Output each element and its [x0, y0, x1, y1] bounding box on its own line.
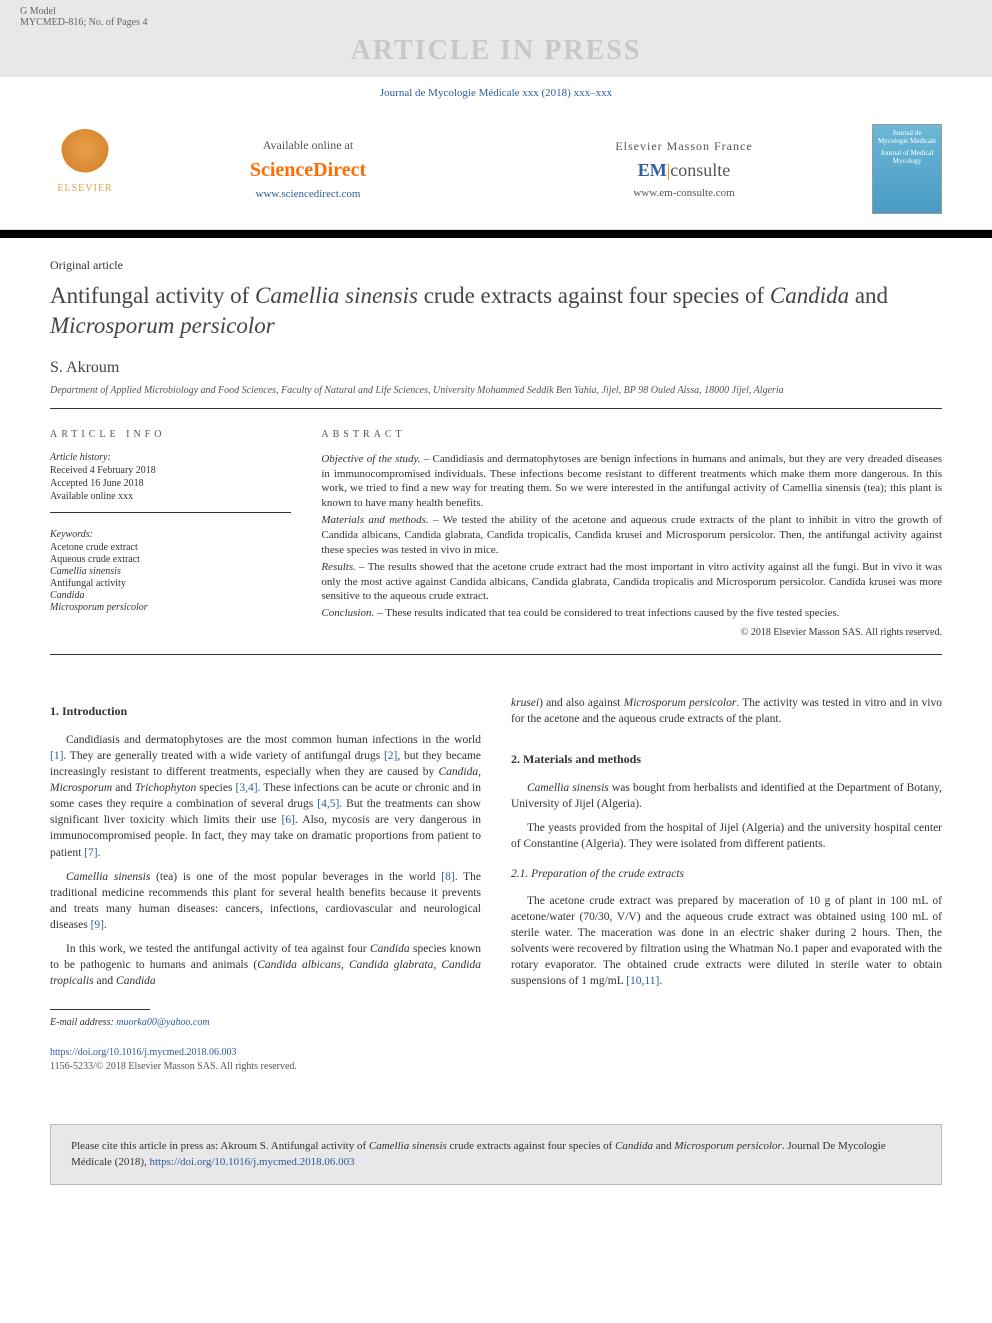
email-address[interactable]: muorka00@yahoo.com: [116, 1017, 209, 1028]
footnote-separator: [50, 1009, 150, 1010]
meta-abstract-row: ARTICLE INFO Article history: Received 4…: [50, 413, 942, 655]
available-online-label: Available online at: [120, 138, 496, 153]
elsevier-logo: ELSEVIER: [50, 129, 120, 209]
history-label: Article history:: [50, 452, 291, 463]
prep-heading: 2.1. Preparation of the crude extracts: [511, 866, 942, 882]
journal-cover-thumbnail: Journal de Mycologie Médicale Journal of…: [872, 124, 942, 214]
received-date: Received 4 February 2018: [50, 465, 291, 476]
mm-para-2: The yeasts provided from the hospital of…: [511, 820, 942, 852]
elsevier-text: ELSEVIER: [50, 183, 120, 194]
intro-heading: 1. Introduction: [50, 703, 481, 720]
citation-box: Please cite this article in press as: Ak…: [50, 1124, 942, 1185]
prep-para-1: The acetone crude extract was prepared b…: [511, 893, 942, 990]
abstract-objective: Objective of the study. – Candidiasis an…: [321, 452, 942, 511]
col2-continuation: krusei) and also against Microsporum per…: [511, 695, 942, 727]
keyword: Candida: [50, 590, 291, 601]
article-content: Original article Antifungal activity of …: [0, 238, 992, 1094]
materials-methods-heading: 2. Materials and methods: [511, 751, 942, 768]
intro-para-2: Camellia sinensis (tea) is one of the mo…: [50, 869, 481, 933]
emconsulte-url[interactable]: www.em-consulte.com: [496, 187, 872, 199]
intro-para-1: Candidiasis and dermatophytoses are the …: [50, 732, 481, 861]
abstract-copyright: © 2018 Elsevier Masson SAS. All rights r…: [321, 627, 942, 638]
doi-block: https://doi.org/10.1016/j.mycmed.2018.06…: [50, 1046, 481, 1074]
keyword: Microsporum persicolor: [50, 602, 291, 613]
body-columns: 1. Introduction Candidiasis and dermatop…: [50, 695, 942, 1074]
right-column: krusei) and also against Microsporum per…: [511, 695, 942, 1074]
emconsulte-logo: EM|consulte: [496, 160, 872, 181]
author-name: S. Akroum: [50, 359, 942, 377]
sciencedirect-logo: ScienceDirect: [120, 159, 496, 182]
gmodel-bar: G Model MYCMED-816; No. of Pages 4: [0, 0, 992, 31]
consulte-text: consulte: [670, 160, 730, 180]
keyword: Aqueous crude extract: [50, 554, 291, 565]
available-date: Available online xxx: [50, 491, 291, 502]
cover-subtitle: Journal of Medical Mycology: [877, 149, 937, 165]
emconsulte-block: Elsevier Masson France EM|consulte www.e…: [496, 139, 872, 199]
abstract-header: ABSTRACT: [321, 429, 942, 440]
black-divider: [0, 230, 992, 238]
issn-line: 1156-5233/© 2018 Elsevier Masson SAS. Al…: [50, 1060, 481, 1074]
elsevier-tree-icon: [60, 129, 110, 179]
em-text: EM: [638, 160, 667, 180]
sciencedirect-url[interactable]: www.sciencedirect.com: [120, 188, 496, 200]
email-label: E-mail address:: [50, 1017, 116, 1028]
keyword: Camellia sinensis: [50, 566, 291, 577]
doi-link[interactable]: https://doi.org/10.1016/j.mycmed.2018.06…: [50, 1046, 481, 1060]
keywords-block: Keywords: Acetone crude extract Aqueous …: [50, 529, 291, 613]
author-affiliation: Department of Applied Microbiology and F…: [50, 385, 942, 409]
gmodel-ref: MYCMED-816; No. of Pages 4: [20, 17, 972, 28]
abstract-results: Results. – The results showed that the a…: [321, 560, 942, 605]
page-container: G Model MYCMED-816; No. of Pages 4 ARTIC…: [0, 0, 992, 1185]
article-info-column: ARTICLE INFO Article history: Received 4…: [50, 429, 291, 638]
press-text: ARTICLE IN PRESS: [351, 35, 642, 66]
citebox-doi-link[interactable]: https://doi.org/10.1016/j.mycmed.2018.06…: [150, 1156, 355, 1168]
journal-citation: Journal de Mycologie Médicale xxx (2018)…: [0, 77, 992, 109]
sciencedirect-block: Available online at ScienceDirect www.sc…: [120, 138, 496, 200]
elsevier-masson-label: Elsevier Masson France: [496, 139, 872, 154]
keyword: Antifungal activity: [50, 578, 291, 589]
email-line: E-mail address: muorka00@yahoo.com: [50, 1016, 481, 1030]
abstract-column: ABSTRACT Objective of the study. – Candi…: [321, 429, 942, 638]
abstract-conclusion: Conclusion. – These results indicated th…: [321, 606, 942, 621]
left-column: 1. Introduction Candidiasis and dermatop…: [50, 695, 481, 1074]
accepted-date: Accepted 16 June 2018: [50, 478, 291, 489]
publisher-header: ELSEVIER Available online at ScienceDire…: [0, 109, 992, 230]
article-info-header: ARTICLE INFO: [50, 429, 291, 440]
abstract-materials: Materials and methods. – We tested the a…: [321, 513, 942, 558]
cover-title: Journal de Mycologie Médicale: [877, 129, 937, 145]
keyword: Acetone crude extract: [50, 542, 291, 553]
press-banner: ARTICLE IN PRESS: [0, 31, 992, 77]
article-type: Original article: [50, 258, 942, 273]
article-title: Antifungal activity of Camellia sinensis…: [50, 281, 942, 341]
gmodel-label: G Model: [20, 6, 972, 17]
mm-para-1: Camellia sinensis was bought from herbal…: [511, 780, 942, 812]
intro-para-3: In this work, we tested the antifungal a…: [50, 941, 481, 989]
keywords-label: Keywords:: [50, 529, 291, 540]
